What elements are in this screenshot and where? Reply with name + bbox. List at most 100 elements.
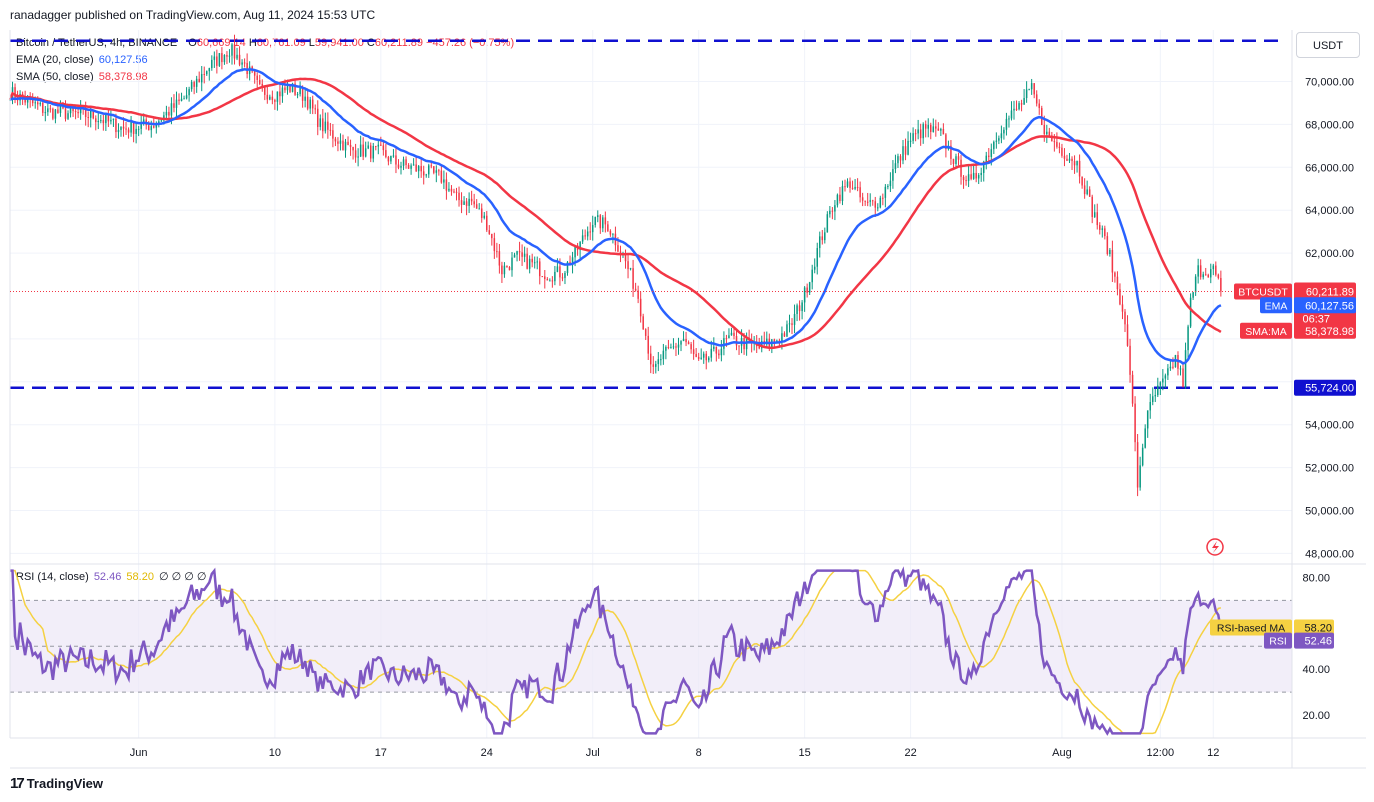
candle-body	[1136, 442, 1139, 488]
candle-body	[980, 172, 982, 176]
candle-body	[226, 54, 228, 57]
candle-body	[410, 165, 412, 169]
candle-body	[1157, 385, 1159, 396]
candle-body	[909, 140, 912, 142]
candle-body	[231, 44, 233, 56]
candle-body	[1018, 103, 1020, 110]
candle-body	[44, 112, 47, 114]
candle-body	[912, 133, 914, 141]
candle-body	[173, 103, 175, 108]
candle-body	[183, 98, 185, 100]
candle-body	[844, 186, 846, 188]
candle-body	[87, 117, 89, 119]
ema-price-tag	[1294, 297, 1356, 314]
candle-body	[1192, 292, 1194, 298]
candle-body	[1061, 147, 1063, 156]
rsi-ma-value: 58.20	[1304, 622, 1332, 634]
candle-body	[607, 224, 609, 231]
currency-button[interactable]: USDT	[1296, 32, 1360, 58]
candle-body	[1131, 374, 1134, 404]
candle-body	[849, 181, 851, 188]
rsi-legend[interactable]: RSI (14, close) 52.46 58.20 ∅ ∅ ∅ ∅	[16, 570, 207, 583]
candle-body	[1172, 366, 1174, 368]
sma-line	[8, 77, 1222, 350]
candle-body	[781, 333, 783, 342]
candle-body	[89, 110, 92, 118]
candle-body	[503, 265, 506, 275]
candle-body	[395, 155, 397, 165]
candle-body	[877, 207, 879, 209]
candle-body	[866, 201, 869, 203]
candle-body	[473, 201, 475, 205]
candle-body	[927, 124, 929, 129]
candle-body	[1141, 447, 1144, 466]
candle-body	[695, 354, 697, 357]
candle-body	[34, 102, 36, 104]
candle-body	[422, 171, 425, 176]
candle-body	[286, 86, 289, 91]
candle-body	[1088, 189, 1091, 197]
candle-body	[574, 245, 576, 258]
tradingview-logo[interactable]: 17 TradingView	[10, 775, 103, 792]
candle-body	[42, 102, 44, 113]
candle-body	[871, 200, 874, 202]
candle-body	[1217, 274, 1220, 278]
candle-body	[420, 166, 422, 172]
candle-body	[299, 87, 301, 95]
candle-body	[375, 145, 377, 147]
candle-body	[924, 124, 927, 129]
price-axis-tick: 52,000.00	[1305, 463, 1354, 475]
ema-legend-row[interactable]: EMA (20, close) 60,127.56	[16, 52, 514, 69]
candle-body	[153, 126, 155, 128]
candle-body	[165, 111, 168, 116]
candle-body	[831, 210, 834, 212]
candle-body	[841, 186, 844, 202]
candle-body	[1207, 274, 1210, 278]
candle-body	[137, 128, 140, 130]
candle-body	[1104, 228, 1106, 237]
candle-body	[392, 155, 395, 157]
candle-body	[899, 156, 902, 161]
candle-body	[296, 94, 299, 96]
candle-body	[243, 62, 246, 64]
candle-body	[1043, 125, 1046, 135]
candle-body	[904, 146, 907, 155]
candle-body	[74, 111, 77, 113]
candle-body	[352, 146, 354, 151]
candle-body	[819, 236, 821, 249]
candle-body	[155, 124, 158, 128]
candle-body	[92, 110, 95, 119]
candle-body	[1066, 158, 1068, 161]
candle-body	[405, 159, 407, 165]
candle-body	[59, 106, 62, 113]
candle-body	[655, 364, 657, 367]
candle-body	[253, 71, 256, 76]
candle-body	[213, 56, 216, 60]
candle-body	[1159, 382, 1162, 386]
rsi-line	[10, 566, 1223, 736]
candle-body	[458, 192, 460, 201]
candle-body	[120, 126, 122, 130]
candle-body	[914, 133, 917, 135]
candle-body	[1129, 345, 1131, 375]
candle-body	[536, 261, 538, 263]
candle-body	[1151, 396, 1154, 402]
sma-legend-row[interactable]: SMA (50, close) 58,378.98	[16, 69, 514, 86]
chart-canvas[interactable]: 70,000.00 68,000.00 66,000.00 64,000.00 62,0…	[0, 0, 1374, 770]
candle-body	[339, 140, 342, 144]
candle-body	[1025, 89, 1028, 99]
candle-body	[140, 123, 142, 129]
candle-body	[597, 215, 599, 218]
candle-body	[364, 148, 367, 157]
candle-body	[556, 266, 559, 272]
candle-body	[581, 235, 584, 242]
candle-body	[327, 121, 329, 130]
candle-body	[168, 111, 170, 116]
candle-body	[917, 129, 919, 134]
rsi-ma-line	[10, 569, 1222, 735]
candle-body	[811, 269, 813, 283]
candle-body	[14, 87, 16, 98]
candle-body	[304, 96, 306, 101]
candle-body	[859, 187, 861, 198]
rsi-band-layer	[10, 599, 1292, 693]
